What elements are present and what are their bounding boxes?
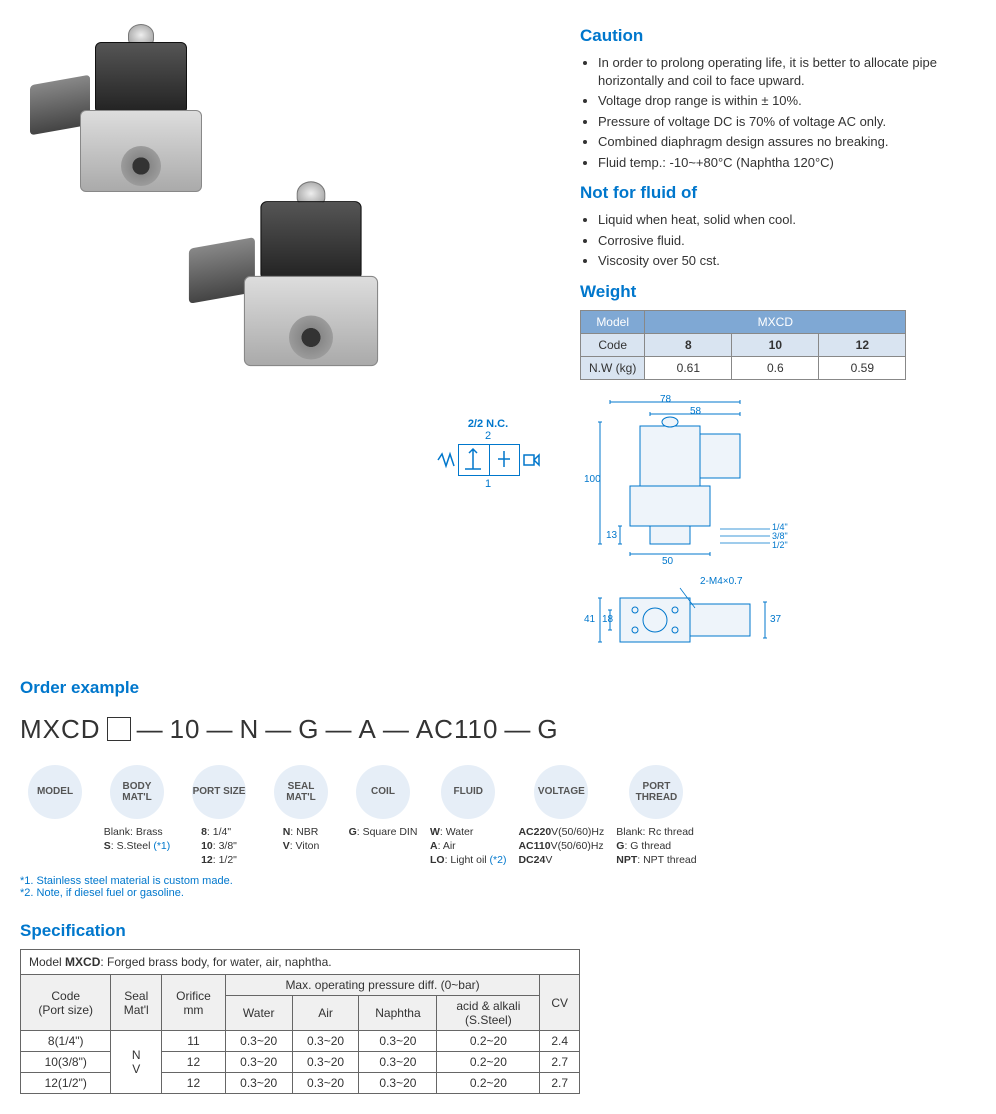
legend-bubble: COIL [356,765,410,819]
weight-model: MXCD [645,310,906,333]
legend-item: PORT THREAD Blank: Rc threadG: G threadNP… [616,765,696,868]
weight-code-label: Code [581,333,645,356]
spec-model-row: Model MXCD: Forged brass body, for water… [21,950,580,975]
valve-photo-2 [244,276,378,366]
legend-bubble: MODEL [28,765,82,819]
dimension-drawings: 78 58 100 13 50 1/4" [580,394,976,660]
legend-options: Blank: Rc threadG: G threadNPT: NPT thre… [616,825,696,868]
spec-heading: Specification [20,921,976,941]
legend-bubble: PORT THREAD [629,765,683,819]
weight-table: ModelMXCD Code 8 10 12 N.W (kg) 0.61 0.6… [580,310,906,380]
legend-item: MODEL [20,765,90,825]
caution-item: Combined diaphragm design assures no bre… [598,133,976,151]
order-code-blank [107,717,131,741]
legend-options: W: WaterA: AirLO: Light oil (*2) [430,825,506,868]
valve-photo-1 [80,110,202,192]
legend-item: COIL G: Square DIN [348,765,418,839]
order-example-section: Order example MXCD— 10— N— G— A— AC110— … [20,678,976,900]
notfor-list: Liquid when heat, solid when cool. Corro… [580,211,976,270]
weight-nw-label: N.W (kg) [581,356,645,379]
order-code: MXCD— 10— N— G— A— AC110— G [20,714,976,745]
caution-item: In order to prolong operating life, it i… [598,54,976,89]
product-image-area: 2/2 N.C. 2 1 [20,20,560,490]
legend-item: FLUID W: WaterA: AirLO: Light oil (*2) [430,765,506,868]
notfor-heading: Not for fluid of [580,183,976,203]
legend-item: SEAL MAT'L N: NBRV: Viton [266,765,336,853]
order-legend: MODEL BODY MAT'L Blank: BrassS: S.Steel (*… [20,765,976,868]
legend-options: Blank: BrassS: S.Steel (*1) [104,825,171,853]
schematic-port-1: 1 [436,478,540,490]
legend-bubble: FLUID [441,765,495,819]
legend-item: VOLTAGE AC220V(50/60)HzAC110V(50/60)HzDC2… [518,765,604,868]
legend-bubble: SEAL MAT'L [274,765,328,819]
spec-row: 8(1/4")NV110.3~200.3~200.3~200.2~202.4 [21,1031,580,1052]
legend-bubble: VOLTAGE [534,765,588,819]
legend-item: PORT SIZE 8: 1/4"10: 3/8"12: 1/2" [184,765,254,868]
caution-item: Voltage drop range is within ± 10%. [598,92,976,110]
legend-options: G: Square DIN [349,825,418,839]
caution-heading: Caution [580,26,976,46]
spec-row: 10(3/8")120.3~200.3~200.3~200.2~202.7 [21,1052,580,1073]
caution-item: Pressure of voltage DC is 70% of voltage… [598,113,976,131]
spec-table: Model MXCD: Forged brass body, for water… [20,949,580,1094]
legend-options: 8: 1/4"10: 3/8"12: 1/2" [201,825,237,868]
weight-model-label: Model [581,310,645,333]
legend-options: N: NBRV: Viton [283,825,320,853]
legend-item: BODY MAT'L Blank: BrassS: S.Steel (*1) [102,765,172,853]
schematic-label: 2/2 N.C. [436,418,540,430]
caution-item: Fluid temp.: -10~+80°C (Naphtha 120°C) [598,154,976,172]
legend-bubble: PORT SIZE [192,765,246,819]
caution-list: In order to prolong operating life, it i… [580,54,976,171]
order-notes: *1. Stainless steel material is custom m… [20,875,976,899]
legend-bubble: BODY MAT'L [110,765,164,819]
notfor-item: Liquid when heat, solid when cool. [598,211,976,229]
specification-section: Specification Model MXCD: Forged brass b… [20,921,976,1094]
weight-heading: Weight [580,282,976,302]
notfor-item: Viscosity over 50 cst. [598,252,976,270]
pneumatic-schematic: 2/2 N.C. 2 1 [436,418,540,490]
legend-options: AC220V(50/60)HzAC110V(50/60)HzDC24V [518,825,604,868]
schematic-port-2: 2 [436,430,540,442]
notfor-item: Corrosive fluid. [598,232,976,250]
order-heading: Order example [20,678,976,698]
